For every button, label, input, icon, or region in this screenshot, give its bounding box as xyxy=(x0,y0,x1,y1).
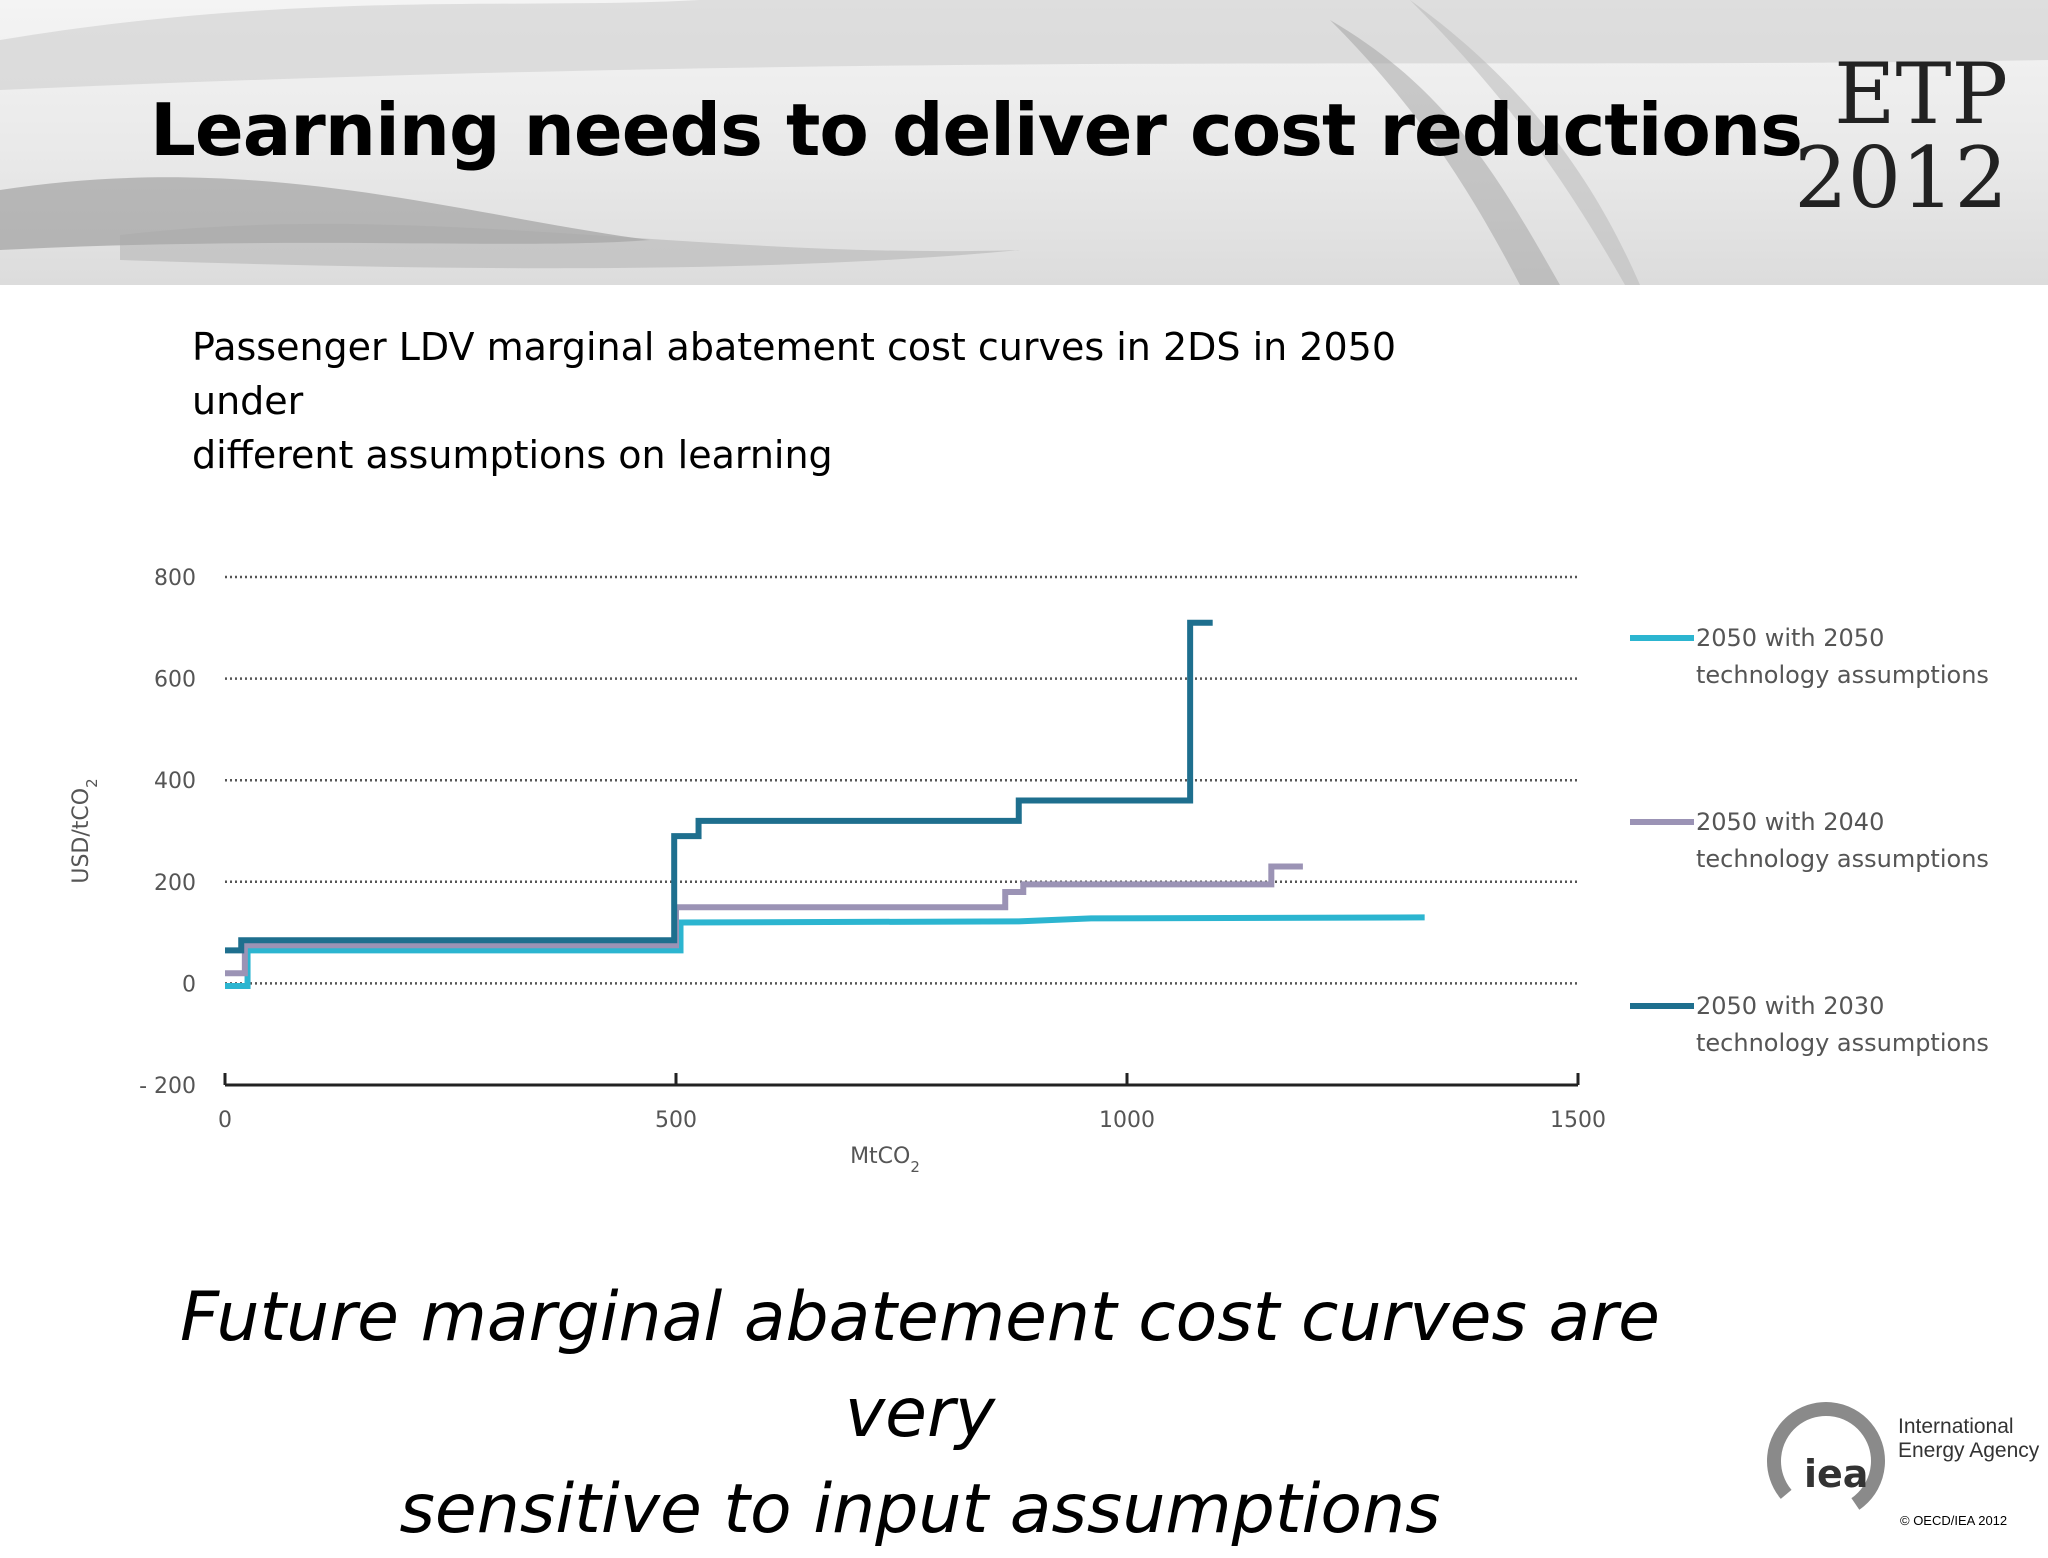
legend-label-1-line2: technology assumptions xyxy=(1696,661,1989,689)
slide-title: Learning needs to deliver cost reduction… xyxy=(150,88,1803,172)
footer-line2: sensitive to input assumptions xyxy=(399,1470,1441,1549)
series-line-1 xyxy=(225,914,1425,989)
iea-logo-icon: iea xyxy=(1767,1402,1885,1520)
y-tick-label: 800 xyxy=(154,566,196,591)
legend-label-2-line2: technology assumptions xyxy=(1696,845,1989,873)
footer-statement: Future marginal abatement cost curves ar… xyxy=(120,1270,1720,1558)
series-line-2 xyxy=(225,863,1303,977)
y-tick-label: 0 xyxy=(182,972,196,997)
series-layer xyxy=(225,619,1425,989)
y-tick-label: - 200 xyxy=(139,1074,196,1099)
x-tick-label: 500 xyxy=(655,1108,697,1133)
etp-2012-logo: ETP 2012 xyxy=(1788,52,2008,220)
axis-layer: 800 600 400 200 0 - 200 0 500 1000 1500 xyxy=(139,566,1606,1133)
x-axis-title: MtCO2 xyxy=(850,1144,920,1176)
footer-line1: Future marginal abatement cost curves ar… xyxy=(180,1278,1660,1453)
grid-layer xyxy=(225,575,1578,985)
iea-logo-text: iea xyxy=(1804,1452,1868,1496)
y-axis-title: USD/tCO2 xyxy=(69,778,101,883)
legend-label-3-line1: 2050 with 2030 xyxy=(1696,992,1884,1020)
etp-logo-line1: ETP xyxy=(1834,45,2008,143)
x-tick-label: 1000 xyxy=(1099,1108,1155,1133)
y-tick-label: 200 xyxy=(154,871,196,896)
header-banner xyxy=(0,0,2048,285)
etp-logo-line2: 2012 xyxy=(1794,129,2008,227)
y-tick-label: 400 xyxy=(154,769,196,794)
x-tick-label: 0 xyxy=(218,1108,232,1133)
y-tick-label: 600 xyxy=(154,668,196,693)
agency-line2: Energy Agency xyxy=(1898,1439,2040,1462)
chart-caption: Passenger LDV marginal abatement cost cu… xyxy=(192,320,1492,482)
agency-line1: International xyxy=(1898,1415,2014,1438)
banner-swoosh-graphic xyxy=(0,0,2048,285)
legend-label-2-line1: 2050 with 2040 xyxy=(1696,808,1884,836)
caption-line2: different assumptions on learning xyxy=(192,433,833,477)
legend-label-3-line2: technology assumptions xyxy=(1696,1029,1989,1057)
abatement-cost-chart: 800 600 400 200 0 - 200 0 500 1000 1500 2050 with… xyxy=(69,566,1989,1176)
legend-layer: 2050 with 2050 technology assumptions 2050… xyxy=(1630,624,1989,1057)
copyright-notice: © OECD/IEA 2012 xyxy=(1900,1513,2008,1528)
agency-name: International Energy Agency xyxy=(1898,1415,2039,1463)
legend-label-1-line1: 2050 with 2050 xyxy=(1696,624,1884,652)
x-tick-label: 1500 xyxy=(1550,1108,1606,1133)
series-line-3 xyxy=(225,619,1213,954)
caption-line1: Passenger LDV marginal abatement cost cu… xyxy=(192,325,1397,423)
